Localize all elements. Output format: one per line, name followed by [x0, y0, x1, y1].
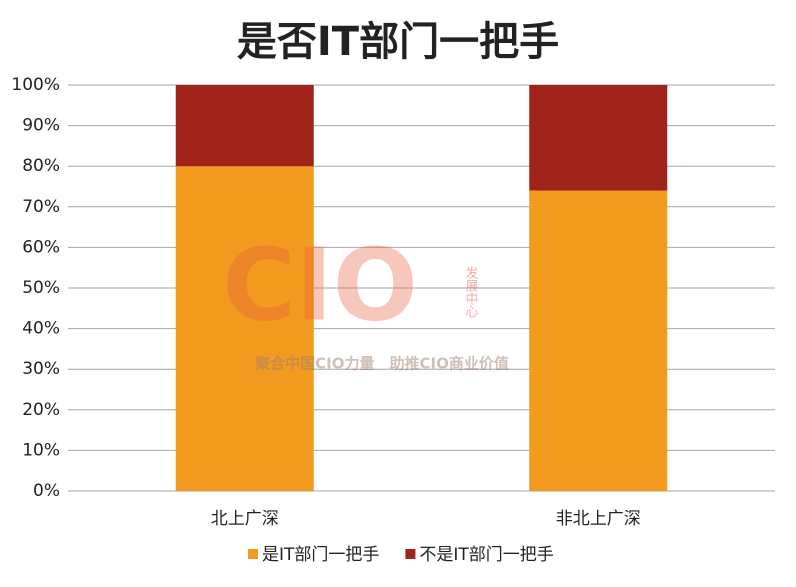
y-tick-label: 0%: [33, 481, 60, 501]
y-tick-label: 50%: [22, 278, 60, 298]
bar-segment: [529, 190, 668, 491]
y-tick-label: 90%: [22, 116, 60, 136]
bar-segment: [529, 85, 668, 191]
y-tick-label: 70%: [22, 197, 60, 217]
legend-swatch: [405, 549, 416, 559]
y-tick-label: 60%: [22, 237, 60, 257]
y-tick-label: 10%: [22, 440, 60, 460]
y-tick-label: 20%: [22, 400, 60, 420]
watermark-logo: CIO: [222, 226, 418, 343]
y-tick-label: 100%: [11, 75, 60, 95]
y-tick-label: 80%: [22, 156, 60, 176]
x-tick-label: 北上广深: [211, 509, 279, 529]
y-tick-label: 40%: [22, 319, 60, 339]
bar-segment: [175, 166, 314, 491]
watermark-side: 发展中心: [463, 265, 479, 318]
bar-segment: [175, 85, 314, 167]
chart-title: 是否IT部门一把手: [237, 19, 559, 65]
y-tick-label: 30%: [22, 359, 60, 379]
x-tick-label: 非北上广深: [556, 509, 641, 529]
legend-swatch: [248, 549, 258, 559]
legend-label: 是IT部门一把手: [262, 545, 379, 565]
legend-label: 不是IT部门一把手: [419, 545, 553, 565]
watermark-slogan: 聚合中国CIO力量 助推CIO商业价值: [254, 355, 509, 373]
